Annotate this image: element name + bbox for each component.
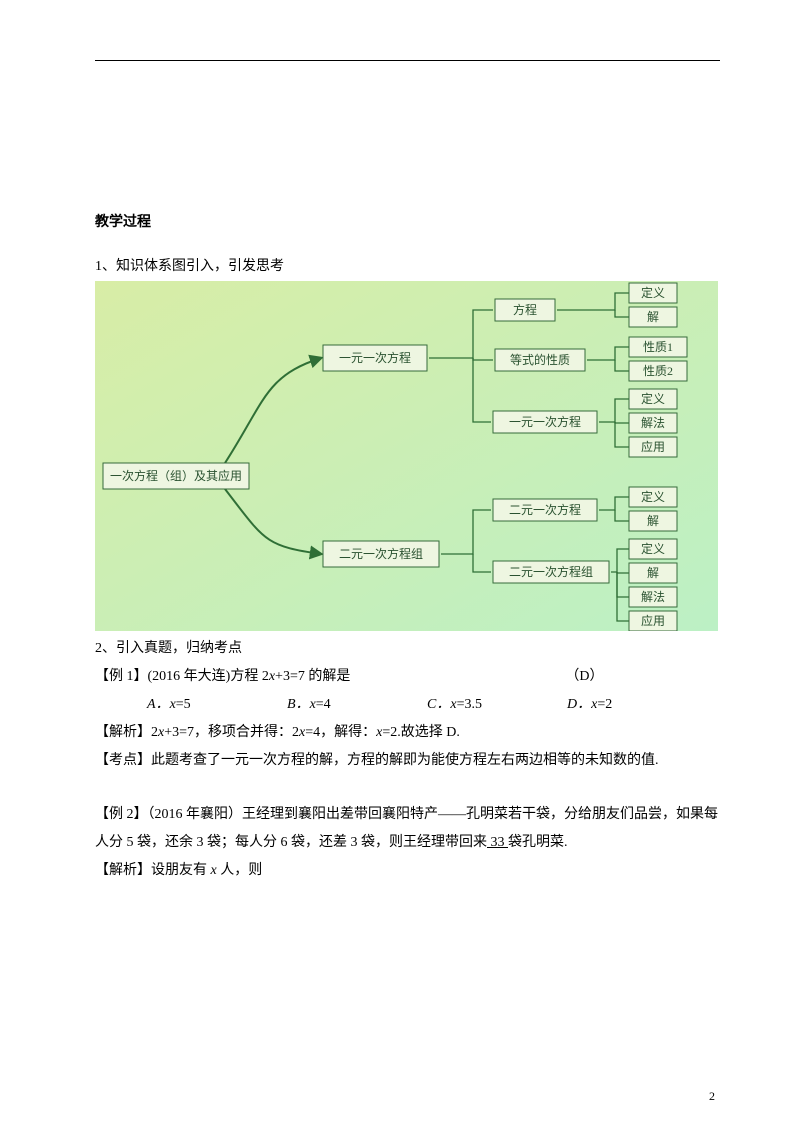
svg-text:性质1: 性质1 (643, 340, 673, 354)
svg-text:等式的性质: 等式的性质 (510, 352, 570, 367)
opt-c: C．x=3.5 (427, 691, 567, 719)
intro-line: 1、知识体系图引入，引发思考 (95, 253, 720, 281)
opt-a-l: A． (147, 697, 170, 712)
svg-text:性质2: 性质2 (643, 364, 673, 378)
ex1-ans: （D） (565, 669, 603, 684)
svg-text:应用: 应用 (641, 613, 665, 628)
svg-text:二元一次方程组: 二元一次方程组 (509, 564, 593, 579)
svg-text:解: 解 (647, 310, 659, 324)
opt-b: B．x=4 (287, 691, 427, 719)
opt-b-l: B． (287, 697, 310, 712)
jx2a: 【解析】设朋友有 (95, 863, 211, 878)
svg-text:一次方程（组）及其应用: 一次方程（组）及其应用 (110, 468, 242, 483)
svg-text:定义: 定义 (641, 391, 665, 406)
top-rule (95, 60, 720, 61)
example1-jiexi: 【解析】2x+3=7，移项合并得：2x=4，解得：x=2.故选择 D. (95, 719, 720, 747)
svg-text:方程: 方程 (513, 302, 537, 317)
example1-title: 【例 1】(2016 年大连)方程 2x+3=7 的解是（D） (95, 663, 720, 691)
jx1a: 【解析】2 (95, 725, 158, 740)
opt-d-l: D． (567, 697, 591, 712)
example1-options: A．x=5 B．x=4 C．x=3.5 D．x=2 (147, 691, 720, 719)
svg-text:解: 解 (647, 514, 659, 528)
opt-b-v: =4 (316, 697, 331, 712)
opt-a-v: =5 (176, 697, 191, 712)
svg-text:解法: 解法 (641, 416, 665, 430)
outro-line: 2、引入真题，归纳考点 (95, 635, 720, 663)
ex2-blank: 33 (487, 835, 508, 850)
opt-d-v: =2 (597, 697, 612, 712)
jx1c: =4，解得： (305, 725, 376, 740)
opt-a: A．x=5 (147, 691, 287, 719)
page-number: 2 (709, 1089, 715, 1104)
ex2-a: 【例 2】（2016 年襄阳）王经理到襄阳出差带回襄阳特产——孔明菜若干袋，分给… (95, 807, 718, 850)
svg-text:解: 解 (647, 566, 659, 580)
svg-text:定义: 定义 (641, 285, 665, 300)
svg-text:解法: 解法 (641, 590, 665, 604)
svg-text:定义: 定义 (641, 489, 665, 504)
ex2-b: 袋孔明菜. (508, 835, 568, 850)
svg-text:二元一次方程: 二元一次方程 (509, 502, 581, 517)
svg-text:一元一次方程: 一元一次方程 (339, 350, 411, 365)
example2-jiexi: 【解析】设朋友有 x 人，则 (95, 857, 720, 885)
ex1-t2: +3=7 的解是 (275, 669, 350, 684)
example2-body: 【例 2】（2016 年襄阳）王经理到襄阳出差带回襄阳特产——孔明菜若干袋，分给… (95, 801, 720, 857)
opt-c-l: C． (427, 697, 450, 712)
opt-c-v: =3.5 (457, 697, 482, 712)
svg-text:一元一次方程: 一元一次方程 (509, 414, 581, 429)
svg-text:定义: 定义 (641, 541, 665, 556)
svg-text:应用: 应用 (641, 439, 665, 454)
example1-kaodian: 【考点】此题考查了一元一次方程的解，方程的解即为能使方程左右两边相等的未知数的值… (95, 747, 720, 775)
section-heading: 教学过程 (95, 211, 720, 231)
jx1d: =2.故选择 D. (382, 725, 460, 740)
knowledge-diagram: 一次方程（组）及其应用一元一次方程二元一次方程组方程等式的性质一元一次方程二元一… (95, 281, 718, 631)
svg-text:二元一次方程组: 二元一次方程组 (339, 546, 423, 561)
jx2b: 人，则 (217, 863, 263, 878)
opt-d: D．x=2 (567, 691, 707, 719)
ex1-t1: 【例 1】(2016 年大连)方程 2 (95, 669, 269, 684)
jx1b: +3=7，移项合并得：2 (164, 725, 299, 740)
